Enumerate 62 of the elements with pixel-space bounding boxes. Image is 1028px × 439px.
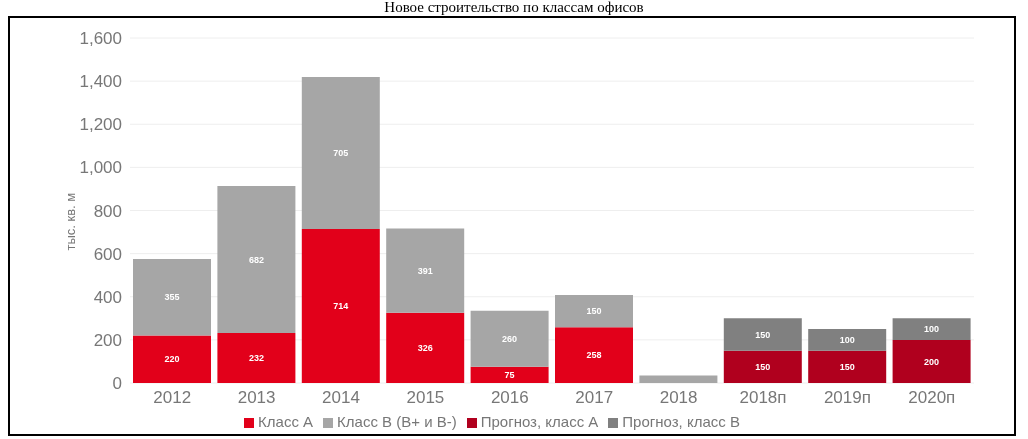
y-tick-label: 800 xyxy=(93,201,122,221)
y-tick-label: 1,600 xyxy=(79,29,122,49)
bar xyxy=(723,318,802,351)
data-label: 391 xyxy=(417,265,433,276)
bar xyxy=(301,229,380,383)
x-tick-label: 2019п xyxy=(823,388,871,408)
data-label: 100 xyxy=(924,324,940,335)
chart-title: Новое строительство по классам офисов xyxy=(383,0,645,16)
data-label: 232 xyxy=(248,353,264,364)
bar xyxy=(133,259,211,336)
y-tick-label: 0 xyxy=(112,374,122,394)
data-label: 714 xyxy=(333,301,349,312)
legend-label: Класс А xyxy=(258,413,314,430)
x-tick-label: 2018 xyxy=(659,388,698,408)
x-tick-label: 2018п xyxy=(739,388,787,408)
data-label: 355 xyxy=(164,292,180,303)
bar xyxy=(386,228,465,313)
bar xyxy=(470,310,549,367)
y-tick-label: 200 xyxy=(93,330,122,350)
data-label: 220 xyxy=(164,354,180,365)
data-label: 705 xyxy=(333,148,349,159)
data-label: 75 xyxy=(504,370,515,381)
x-tick-label: 2013 xyxy=(237,388,276,408)
x-tick-label: 2015 xyxy=(406,388,445,408)
y-axis-title: тыс. кв. м xyxy=(62,192,78,251)
bar xyxy=(639,375,718,383)
bar xyxy=(217,332,296,383)
y-tick-label: 1,000 xyxy=(79,158,122,178)
data-label: 260 xyxy=(502,333,518,344)
legend-label: Прогноз, класс В xyxy=(622,413,740,430)
y-tick-label: 600 xyxy=(93,244,122,264)
y-tick-label: 1,200 xyxy=(79,115,122,135)
legend-label: Класс В (В+ и В-) xyxy=(337,413,457,430)
data-label: 200 xyxy=(924,356,940,367)
x-tick-label: 2016 xyxy=(490,388,529,408)
bar xyxy=(133,335,211,383)
bar xyxy=(723,350,802,383)
data-label: 258 xyxy=(586,350,602,361)
data-label: 100 xyxy=(839,335,855,346)
data-label: 150 xyxy=(755,362,771,373)
bar xyxy=(470,366,549,383)
data-label: 326 xyxy=(417,343,433,354)
data-label: 150 xyxy=(586,306,602,317)
bar xyxy=(301,77,380,230)
x-tick-label: 2012 xyxy=(153,388,192,408)
y-tick-label: 400 xyxy=(93,287,122,307)
data-label: 682 xyxy=(248,254,264,265)
bar xyxy=(555,295,633,328)
y-tick-label: 1,400 xyxy=(79,72,122,92)
x-tick-label: 2017 xyxy=(575,388,614,408)
legend-label: Прогноз, класс А xyxy=(480,413,599,430)
bar xyxy=(892,339,971,383)
x-tick-label: 2020п xyxy=(908,388,956,408)
data-label: 150 xyxy=(755,329,771,340)
bar xyxy=(386,312,465,383)
bar xyxy=(808,329,887,351)
x-tick-label: 2014 xyxy=(322,388,360,408)
bar xyxy=(555,327,633,383)
data-label: 150 xyxy=(839,362,855,373)
bar xyxy=(892,318,971,340)
bar xyxy=(217,185,296,333)
bar xyxy=(808,350,887,383)
